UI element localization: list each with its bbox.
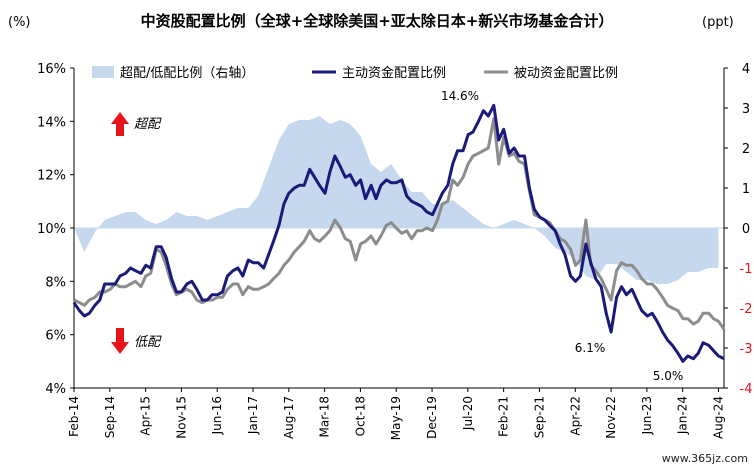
left-tick-label: 16%: [37, 62, 66, 77]
right-tick-label: 4: [742, 62, 750, 77]
left-tick-label: 14%: [37, 115, 66, 130]
watermark: www.365jz.com: [662, 452, 748, 465]
left-axis-ticks: 4% 6% 8% 10% 12% 14% 16%: [37, 62, 74, 397]
right-tick-label: -4: [740, 382, 753, 397]
x-axis-ticks: Feb-14 Sep-14 Apr-15 Nov-15 Jun-16 Jan-17 Aug-…: [67, 388, 725, 440]
legend-label-passive: 被动资金配置比例: [514, 65, 618, 81]
x-tick-label: Dec-19: [425, 396, 439, 439]
right-tick-label: -3: [740, 342, 753, 357]
up-arrow-icon: [111, 112, 129, 136]
legend-label-area: 超配/低配比例（右轴）: [120, 66, 254, 81]
x-tick-label: Sep-21: [532, 396, 546, 438]
underweight-indicator: 低配: [111, 328, 162, 354]
x-tick-label: May-19: [389, 396, 403, 440]
overweight-area: [74, 116, 719, 284]
x-tick-label: Nov-22: [604, 396, 618, 439]
left-axis-unit: (%): [8, 15, 31, 30]
overweight-indicator: 超配: [111, 112, 162, 136]
down-arrow-icon: [111, 328, 129, 354]
right-tick-label: 2: [742, 142, 750, 157]
chart-title: 中资股配置比例（全球+全球除美国+亚太除日本+新兴市场基金合计）: [141, 12, 614, 30]
legend-swatch-area: [92, 66, 114, 78]
left-tick-label: 12%: [37, 169, 66, 184]
overweight-label: 超配: [134, 117, 162, 132]
x-tick-label: Apr-22: [568, 396, 582, 436]
trough-label-nov22: 6.1%: [575, 341, 606, 355]
right-tick-label: -1: [740, 262, 753, 277]
x-tick-label: Jan-24: [676, 396, 690, 435]
peak-label: 14.6%: [441, 89, 479, 103]
active-series-group: [72, 103, 725, 363]
x-tick-label: Jun-23: [640, 396, 654, 435]
overweight-area-series: [74, 116, 719, 284]
x-tick-label: Sep-14: [103, 396, 117, 438]
x-tick-label: Aug-17: [282, 396, 296, 439]
active-line: [72, 103, 725, 363]
x-tick-label: Feb-21: [497, 396, 511, 437]
left-tick-label: 4%: [45, 382, 66, 397]
x-tick-label: Mar-18: [318, 396, 332, 437]
x-tick-label: Oct-18: [353, 396, 367, 436]
right-axis-unit: (ppt): [702, 15, 734, 30]
left-tick-label: 6%: [45, 329, 66, 344]
x-tick-label: Apr-15: [139, 396, 153, 436]
right-tick-label: 3: [742, 102, 750, 117]
legend: 超配/低配比例（右轴） 主动资金配置比例 被动资金配置比例: [92, 65, 618, 81]
right-tick-label: -2: [740, 302, 753, 317]
x-tick-label: Aug-24: [711, 396, 725, 439]
x-tick-label: Jan-17: [246, 396, 260, 435]
x-tick-label: Jul-20: [461, 396, 475, 431]
x-tick-label: Nov-15: [174, 396, 188, 439]
right-axis-ticks: -4 -3 -2 -1 0 1 2 3 4: [724, 62, 752, 397]
underweight-label: 低配: [134, 335, 162, 350]
x-tick-label: Jun-16: [210, 396, 224, 435]
x-tick-label: Feb-14: [67, 396, 81, 437]
trough-label-jan24: 5.0%: [653, 369, 684, 383]
left-tick-label: 10%: [37, 222, 66, 237]
left-tick-label: 8%: [45, 275, 66, 290]
right-tick-label: 1: [742, 182, 750, 197]
legend-label-active: 主动资金配置比例: [342, 65, 446, 81]
right-tick-label: 0: [742, 222, 750, 237]
